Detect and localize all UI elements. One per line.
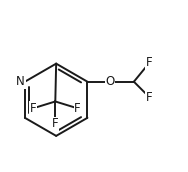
Text: F: F [52,117,59,130]
Text: F: F [74,102,81,115]
Text: F: F [30,102,36,115]
Text: F: F [146,91,153,104]
Text: F: F [146,56,153,69]
Text: O: O [105,75,114,88]
Text: N: N [16,75,25,88]
